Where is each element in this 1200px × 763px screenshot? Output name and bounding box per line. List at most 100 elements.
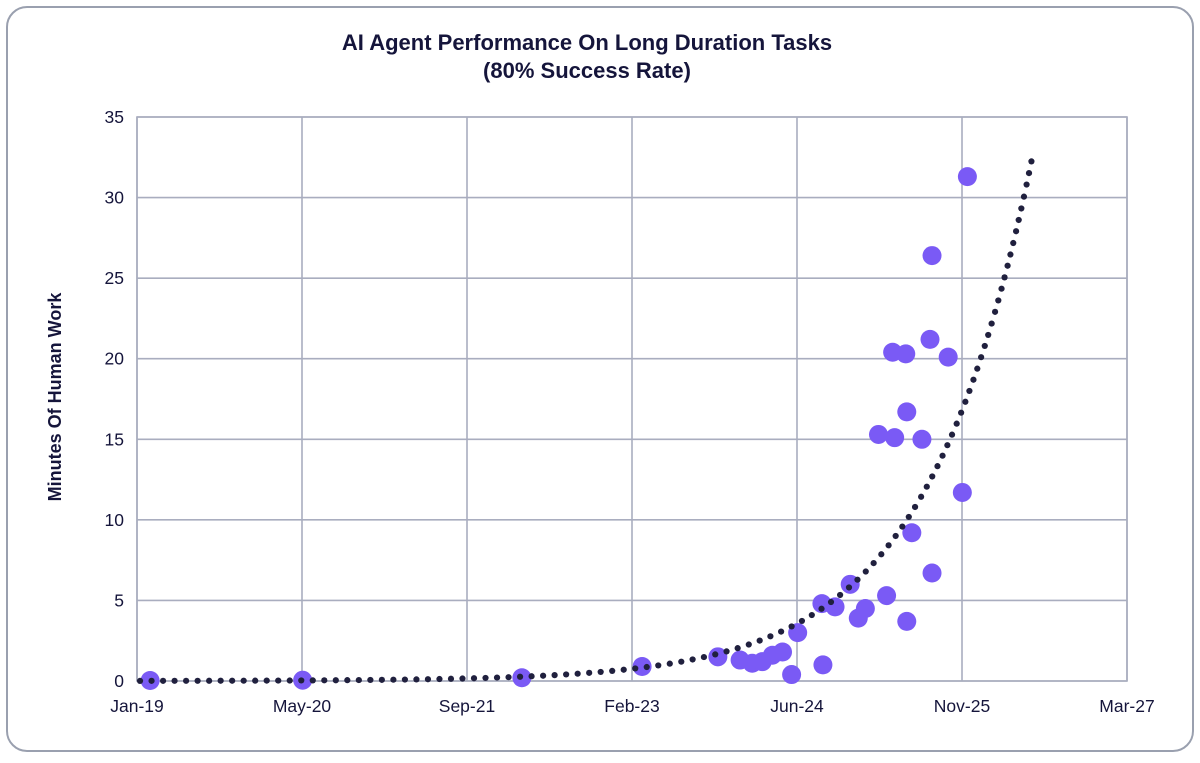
- y-tick-label: 0: [114, 671, 124, 691]
- trend-dot: [929, 473, 936, 480]
- trend-dot: [767, 633, 774, 640]
- chart-title-line1: AI Agent Performance On Long Duration Ta…: [342, 30, 832, 55]
- x-tick-label: Jun-24: [770, 696, 824, 716]
- trend-dot: [985, 331, 992, 339]
- trend-dot: [493, 674, 501, 681]
- trend-dot: [171, 677, 178, 684]
- data-point: [952, 482, 972, 502]
- scatter-points-layer: [140, 167, 977, 691]
- trend-dot: [540, 672, 547, 679]
- trend-dot: [798, 617, 806, 625]
- trend-dot: [240, 677, 247, 684]
- trend-dot: [332, 677, 339, 684]
- trend-dot: [878, 551, 885, 558]
- trend-dot: [700, 653, 708, 661]
- trend-dot: [1015, 216, 1022, 224]
- trend-dot: [1004, 262, 1011, 269]
- trend-dot: [734, 645, 741, 652]
- trend-dot: [862, 568, 869, 575]
- data-point: [922, 563, 942, 583]
- trend-dot: [252, 677, 259, 684]
- data-point: [868, 424, 888, 444]
- data-point: [902, 523, 922, 543]
- trend-dot: [899, 523, 906, 530]
- trend-dot: [551, 672, 558, 679]
- trend-dot: [586, 669, 593, 676]
- trend-dot: [1001, 274, 1008, 281]
- trend-dot: [991, 308, 999, 315]
- trend-dot: [988, 320, 995, 327]
- trend-dot: [1025, 170, 1033, 177]
- x-tick-label: Feb-23: [604, 696, 659, 716]
- data-point: [922, 246, 942, 266]
- grid-layer: [136, 116, 1128, 682]
- trend-dot: [309, 677, 316, 684]
- plot-border: [136, 116, 1128, 682]
- trend-dot: [962, 398, 969, 405]
- rounded-card-border: [6, 6, 1194, 752]
- trend-dot: [1028, 158, 1035, 165]
- trend-dot: [995, 297, 1002, 304]
- trend-dot: [892, 532, 899, 540]
- trend-dot: [609, 667, 616, 674]
- trend-dot: [378, 676, 385, 683]
- trend-dot: [854, 576, 861, 583]
- trend-dot: [870, 559, 877, 567]
- trend-dot: [808, 611, 815, 619]
- trend-dot: [978, 354, 985, 361]
- x-tick-label: Jan-19: [110, 696, 164, 716]
- trend-dot: [911, 503, 919, 511]
- axis-tick-labels-layer: 0 5 10 15 20 25 30 35 Jan-19 May-20 Sep-21 Feb-23 Ju…: [105, 107, 1155, 716]
- data-point: [885, 428, 905, 448]
- trend-dot: [148, 677, 155, 684]
- trend-dot: [678, 658, 685, 665]
- trend-dot: [934, 463, 941, 470]
- trend-dot: [459, 675, 466, 682]
- chart-title-line2: (80% Success Rate): [483, 58, 691, 83]
- trend-dot: [563, 671, 570, 678]
- data-point: [877, 586, 897, 606]
- trend-dot: [574, 670, 581, 677]
- trend-dot: [321, 677, 328, 684]
- trend-dot: [424, 676, 432, 683]
- trend-dot: [1020, 193, 1028, 200]
- trend-dot: [885, 542, 892, 549]
- data-point: [825, 597, 845, 617]
- trend-dot: [620, 666, 627, 673]
- data-point: [912, 429, 932, 449]
- trend-dot: [958, 409, 965, 416]
- trend-dot: [401, 676, 409, 683]
- data-point: [813, 655, 833, 675]
- trend-dot: [136, 677, 144, 684]
- y-axis-title: Minutes Of Human Work: [45, 292, 65, 502]
- trend-dot: [482, 674, 489, 682]
- trend-dot: [194, 677, 201, 684]
- trend-dot: [974, 365, 981, 372]
- trend-dot: [905, 513, 912, 521]
- trend-dot: [505, 674, 512, 681]
- trend-dot: [1007, 251, 1014, 258]
- trend-dot: [286, 677, 293, 684]
- trend-dot: [966, 387, 973, 395]
- trend-dot: [182, 677, 190, 684]
- data-point: [855, 598, 875, 618]
- trend-dot: [597, 668, 604, 676]
- trend-dot: [998, 285, 1005, 292]
- trend-dot: [745, 641, 752, 648]
- trend-dot: [275, 677, 282, 684]
- trend-dot: [655, 662, 662, 669]
- data-point: [632, 656, 652, 676]
- trend-dot: [981, 342, 988, 350]
- trend-dot: [689, 656, 696, 663]
- trend-dot: [948, 431, 956, 438]
- x-tick-label: Mar-27: [1099, 696, 1154, 716]
- trend-dot: [528, 673, 535, 680]
- data-point: [708, 647, 728, 667]
- trend-dot: [827, 598, 835, 606]
- trend-dot: [712, 651, 719, 658]
- trend-dot: [939, 452, 946, 459]
- data-point: [920, 329, 940, 349]
- trend-dot: [436, 675, 443, 683]
- trend-dot: [845, 584, 853, 591]
